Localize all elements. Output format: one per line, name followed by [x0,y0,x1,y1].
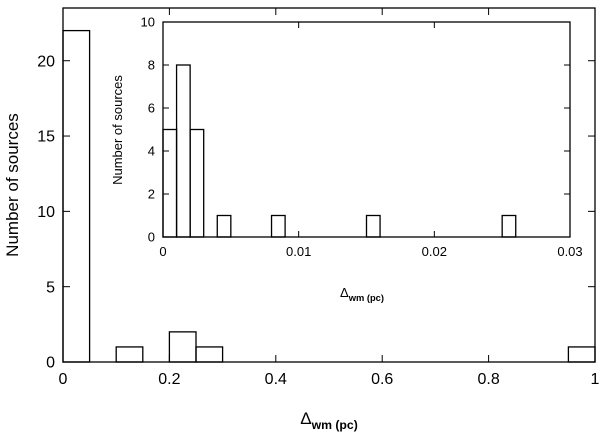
inset-y-axis-title: Number of sources [110,75,125,185]
main-bar-0 [62,29,91,363]
main-y-tick-label: 0 [46,355,55,372]
main-y-tick-label: 15 [37,129,55,146]
inset-y-tick-label: 2 [148,187,155,202]
main-bar-4 [567,346,596,363]
main-bar-2 [168,331,197,363]
inset-x-axis-title: Δwm (pc) [340,285,384,303]
main-x-tick-label: 0.2 [158,371,180,388]
main-x-tick-label: 0.8 [477,371,499,388]
main-bar-3 [195,346,224,363]
inset-x-tick-label: 0 [159,244,166,259]
inset-y-tick-label: 6 [148,101,155,116]
main-y-axis-title: Number of sources [3,113,22,257]
inset-x-tick-label: 0.03 [557,244,582,259]
inset-background [163,22,570,237]
main-x-tick-label: 0 [59,371,68,388]
main-y-tick-label: 10 [37,204,55,221]
inset-y-tick-label: 8 [148,58,155,73]
main-x-tick-label: 0.6 [371,371,393,388]
inset-x-tick-label: 0.01 [286,244,311,259]
main-y-tick-label: 20 [37,53,55,70]
inset-x-tick-label: 0.02 [422,244,447,259]
inset-y-tick-label: 10 [141,15,155,30]
main-bar-1 [115,346,144,363]
inset-histogram: 0 0.01 0.02 0.03 0 2 4 6 8 10 Δwm (pc) Number of so… [110,15,583,303]
inset-y-tick-label: 4 [148,144,155,159]
main-x-tick-label: 1 [591,371,600,388]
main-y-tick-label: 5 [46,279,55,296]
main-plot-frame [62,7,596,363]
inset-plot-frame [162,21,571,238]
main-x-tick-label: 0.4 [265,371,287,388]
inset-y-tick-label: 0 [148,230,155,245]
main-x-axis-title: Δwm (pc) [300,409,358,432]
